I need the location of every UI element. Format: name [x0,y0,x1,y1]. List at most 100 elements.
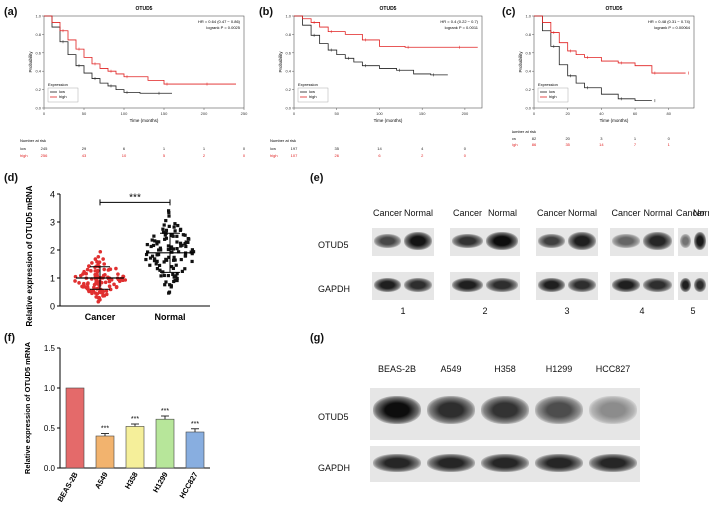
band-otud5-cancer [680,234,691,248]
data-point-normal [155,253,159,257]
band-otud5-cancer [374,234,401,248]
col-label-cancer: Cancer [611,208,641,218]
data-point-cancer [77,281,81,285]
risk-value: 35 [565,142,570,147]
data-point-cancer [86,288,91,292]
km-title: OTUD5 [606,6,623,12]
km-frame [533,15,695,109]
legend-label-high: high [549,94,557,99]
data-point-normal [163,237,167,241]
y-axis-label: Probability [278,51,283,73]
data-point-normal [175,278,179,283]
data-point-normal [172,255,176,259]
risk-value: 6 [378,153,381,158]
km-curve-low [534,15,652,102]
risk-value: 6 [123,146,126,151]
band-gapdh-cancer [538,278,565,292]
risk-value: 35 [335,146,340,151]
hazard-ratio: HR = 0.4 (0.22 − 0.7) [440,19,478,24]
km-curve-high [534,15,686,74]
risk-table-title: Number at risk [20,138,46,143]
band-otud5-cancer [452,234,483,248]
risk-value: 0 [243,146,246,151]
risk-row-label: low [20,146,26,151]
x-tick-label: 80 [667,111,672,116]
bar-chart-f: 0.0 0.5 1.0 1.5 Relative expression of OTUD5… [23,341,210,504]
sample-number: 1 [400,306,406,316]
band-otud5-a549 [427,396,475,424]
y-axis-label: Relative expression of OTUD5 mRNA [25,185,34,326]
panel-letter-g: (g) [310,332,325,344]
western-blot-e: OTUD5 GAPDH Cancer Normal 1 Cancer Normal 2 Canc… [318,190,709,318]
band-otud5-normal [404,232,432,250]
data-point-normal [169,247,173,251]
data-point-cancer [102,267,107,272]
logrank-p: logrank P = 0.0025 [206,25,240,30]
data-point-normal [184,244,188,249]
y-tick-label: 2 [50,246,55,256]
data-point-normal [175,276,179,281]
band-otud5-cancer [612,234,640,248]
data-point-normal [179,257,183,262]
y-tick-label: 0.8 [35,32,41,37]
y-tick-label: 1.0 [525,14,531,19]
legend-label-low: low [59,89,65,94]
y-axis-label: Probability [28,51,33,73]
data-point-normal [152,234,156,238]
data-point-normal [175,240,179,244]
data-point-normal [166,247,170,252]
y-tick-label: 1.0 [44,384,56,393]
data-point-normal [176,250,181,254]
risk-row-label: high [20,153,28,158]
y-tick-label: 1 [50,274,55,284]
data-point-normal [174,274,178,278]
legend-label-low: low [309,89,315,94]
hazard-ratio: HR = 0.48 (0.31 − 0.74) [648,19,691,24]
data-point-cancer [85,267,90,272]
data-point-cancer [90,291,94,296]
risk-value: 2 [421,153,424,158]
data-point-cancer [99,280,104,285]
km-frame [43,15,245,109]
data-point-normal [145,242,149,247]
legend-box [537,87,569,103]
legend-label-high: high [309,94,317,99]
data-point-normal [161,270,165,274]
data-point-normal [159,248,163,252]
bar-h1299 [155,418,175,469]
data-point-normal [153,257,157,261]
data-point-normal [148,263,152,267]
band-gapdh-normal [643,278,672,292]
significance-label: *** [161,408,169,415]
data-point-normal [158,268,162,272]
data-point-cancer [98,297,102,302]
risk-value: 86 [532,142,537,147]
data-point-normal [164,257,168,261]
col-label-cancer: Cancer [372,208,402,218]
col-label-normal: Normal [567,208,597,218]
data-point-cancer [92,285,96,290]
x-category-label: Normal [154,312,185,322]
legend-title: Expression [538,82,558,87]
data-point-cancer [121,278,125,283]
band-gapdh-normal [404,278,432,292]
x-category-label: Cancer [85,312,116,322]
risk-value: 4 [421,146,424,151]
col-label-a549: A549 [440,364,462,374]
legend-title: Expression [48,82,68,87]
data-point-cancer [89,269,93,273]
risk-value: 197 [291,146,298,151]
x-tick-label: 100 [376,111,383,116]
data-point-normal [162,223,166,227]
x-tick-label: 0 [293,111,296,116]
x-tick-label: 0 [533,111,536,116]
data-point-normal [157,240,161,244]
risk-value: 0 [668,136,671,141]
data-point-cancer [102,262,107,266]
km-curve-high [294,15,478,48]
x-tick-label: 150 [161,111,168,116]
risk-value: 107 [291,153,298,158]
y-tick-label: 0.8 [285,32,291,37]
col-label-beas-2b: BEAS-2B [377,364,417,374]
sample-number: 2 [482,306,488,316]
